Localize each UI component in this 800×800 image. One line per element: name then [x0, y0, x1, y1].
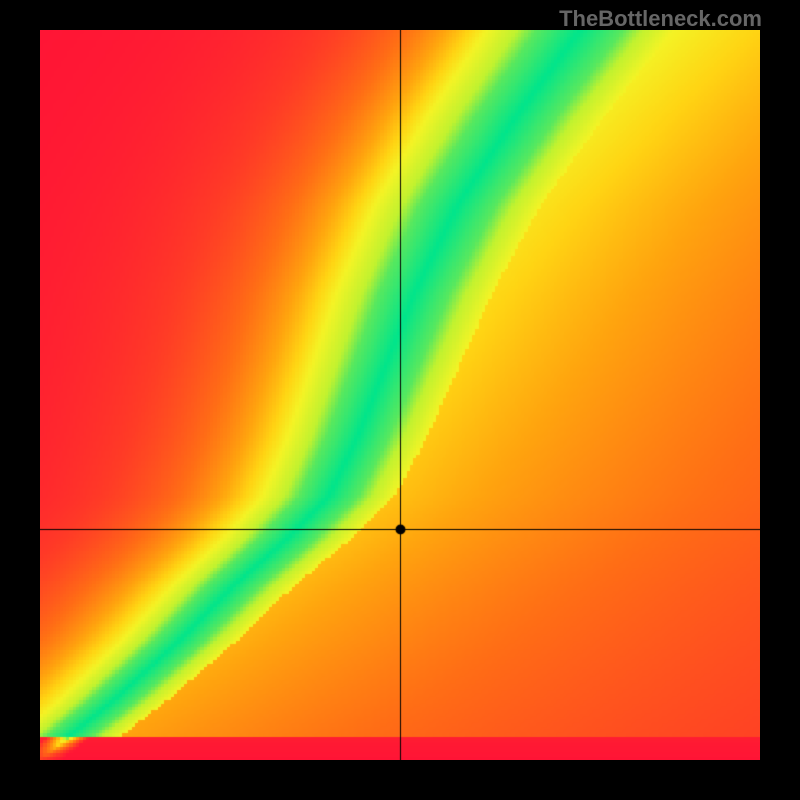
bottleneck-heatmap [40, 30, 760, 760]
chart-container: TheBottleneck.com [0, 0, 800, 800]
watermark-text: TheBottleneck.com [559, 6, 762, 32]
